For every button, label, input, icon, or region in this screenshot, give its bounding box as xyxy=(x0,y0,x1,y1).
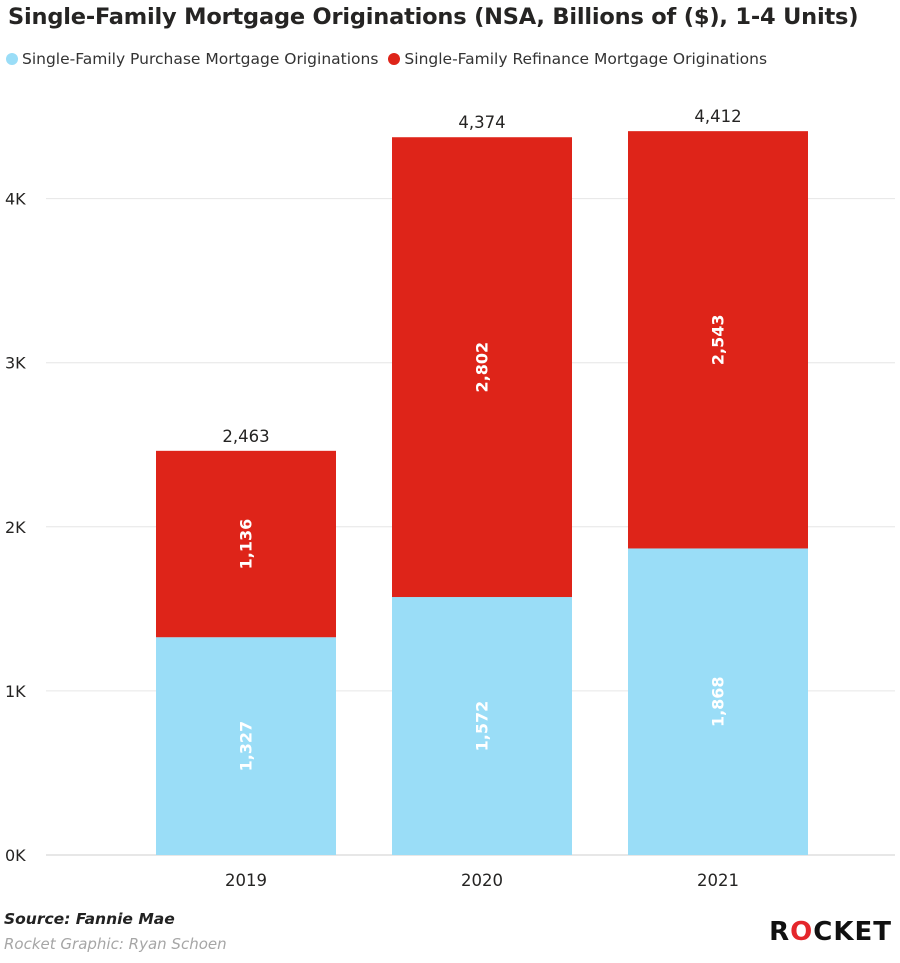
legend: Single-Family Purchase Mortgage Originat… xyxy=(6,50,777,68)
legend-item-purchase[interactable]: Single-Family Purchase Mortgage Originat… xyxy=(6,50,378,68)
bar-segment[interactable] xyxy=(392,597,572,855)
x-tick-label: 2021 xyxy=(697,871,739,890)
bar-segment[interactable] xyxy=(392,137,572,598)
graphic-credit: Rocket Graphic: Ryan Schoen xyxy=(4,935,227,953)
data-label: 2,802 xyxy=(473,342,492,393)
total-label: 4,374 xyxy=(458,113,505,132)
chart-title: Single-Family Mortgage Originations (NSA… xyxy=(8,4,859,30)
source-note: Source: Fannie Mae xyxy=(4,910,175,928)
y-tick-label: 1K xyxy=(5,682,26,701)
data-label: 2,543 xyxy=(709,315,728,366)
logo-part-r: R xyxy=(769,917,791,947)
data-label: 1,327 xyxy=(237,721,256,772)
data-label: 1,572 xyxy=(473,701,492,752)
total-label: 2,463 xyxy=(222,427,269,446)
data-label: 1,868 xyxy=(709,676,728,727)
legend-swatch-purchase xyxy=(6,53,18,65)
rocket-logo: ROCKET xyxy=(769,917,892,947)
bar-segment[interactable] xyxy=(628,548,808,855)
bar-segment[interactable] xyxy=(628,131,808,549)
y-tick-label: 3K xyxy=(5,354,26,373)
data-label: 1,136 xyxy=(237,519,256,570)
legend-label-refinance: Single-Family Refinance Mortgage Origina… xyxy=(404,50,768,68)
logo-part-o: O xyxy=(790,917,814,947)
x-tick-label: 2019 xyxy=(225,871,267,890)
total-label: 4,412 xyxy=(694,107,741,126)
legend-swatch-refinance xyxy=(388,53,401,65)
legend-item-refinance[interactable]: Single-Family Refinance Mortgage Origina… xyxy=(388,50,767,68)
x-tick-label: 2020 xyxy=(461,871,503,890)
bar-segment[interactable] xyxy=(156,450,336,638)
y-tick-label: 4K xyxy=(5,190,26,209)
y-tick-label: 2K xyxy=(5,518,26,537)
bar-segment[interactable] xyxy=(156,637,336,855)
logo-part-cket: CKET xyxy=(813,917,892,947)
legend-label-purchase: Single-Family Purchase Mortgage Originat… xyxy=(22,50,379,68)
y-tick-label: 0K xyxy=(5,846,26,865)
